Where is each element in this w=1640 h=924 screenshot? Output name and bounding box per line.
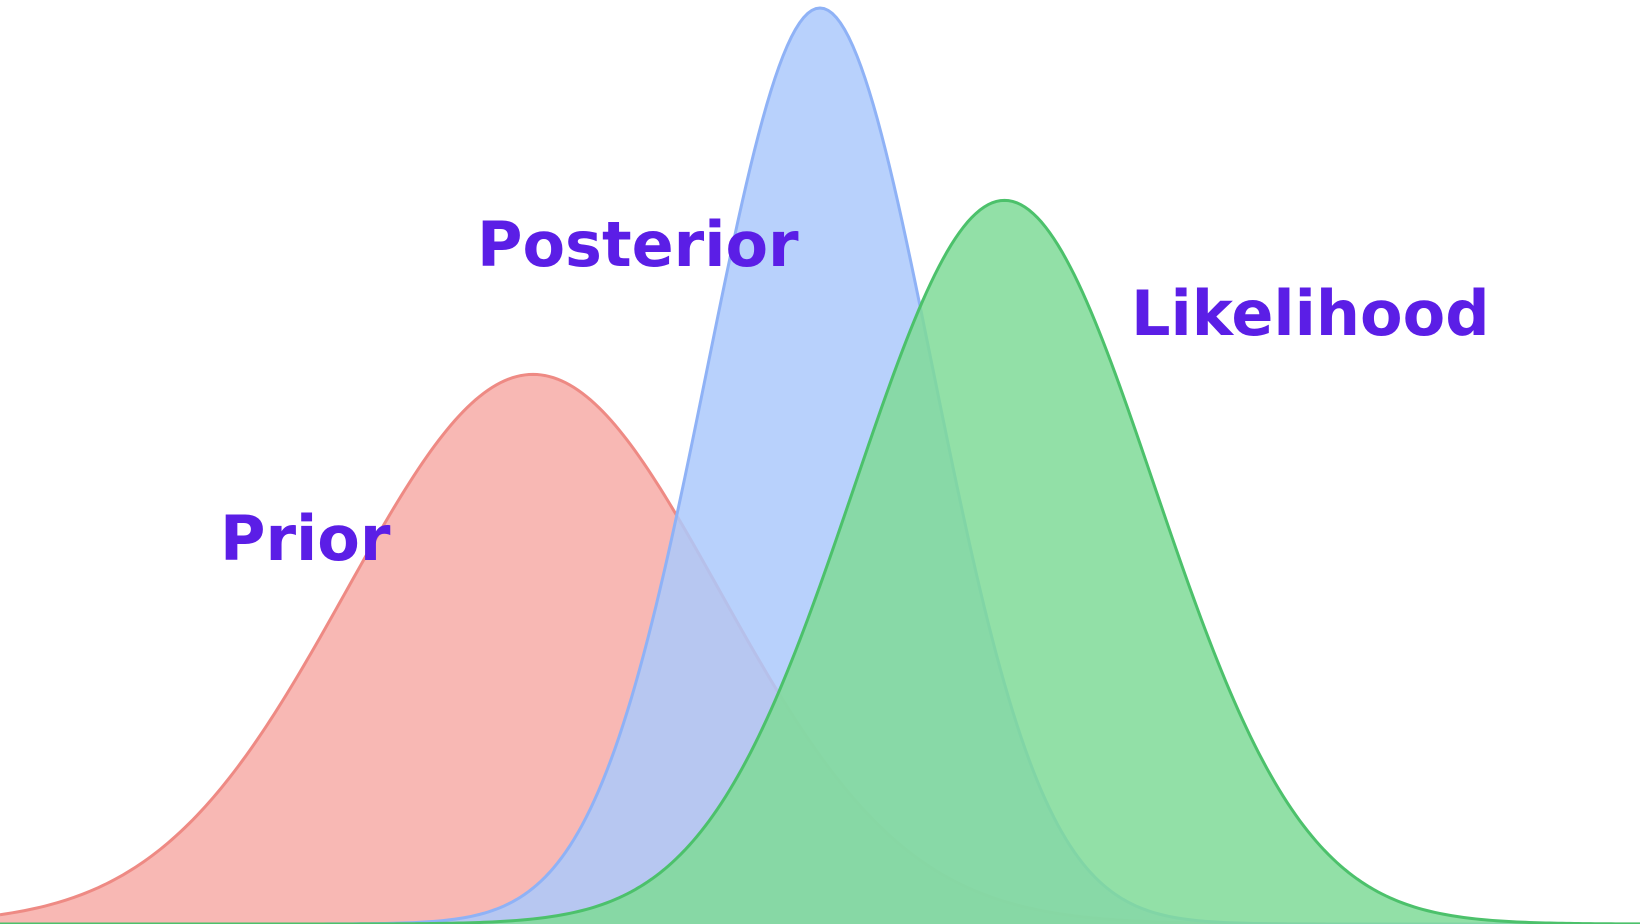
curve-layer <box>0 6 1640 924</box>
posterior-label: Posterior <box>477 208 799 281</box>
curve-area-posterior <box>0 8 1640 924</box>
prior-label: Prior <box>220 502 391 575</box>
curve-outline-likelihood <box>0 198 1640 924</box>
curve-area-likelihood <box>0 200 1640 924</box>
curve-area-prior <box>0 374 1640 924</box>
likelihood-label: Likelihood <box>1131 277 1490 350</box>
